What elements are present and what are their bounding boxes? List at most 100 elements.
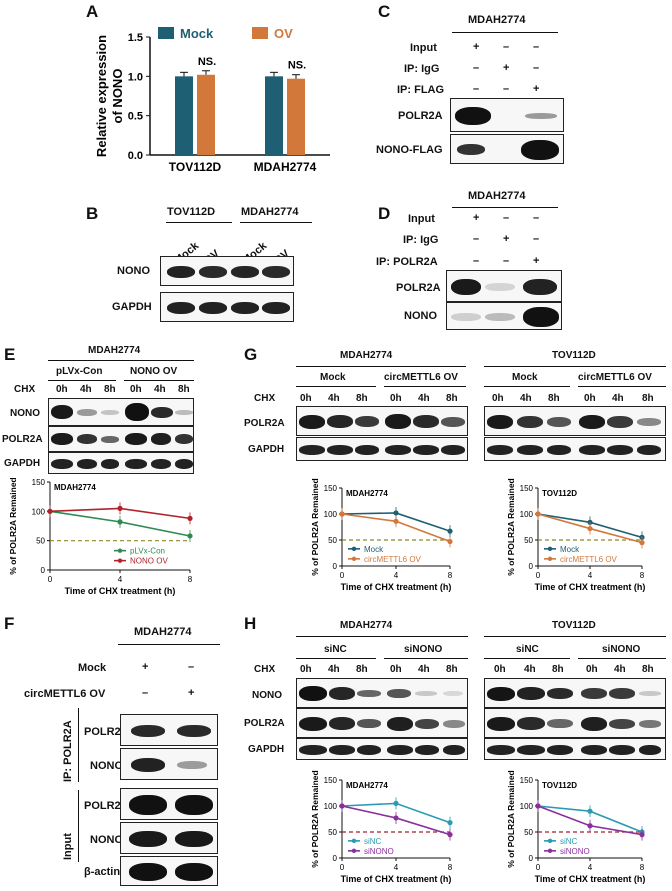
y-tick-label: 150: [32, 478, 46, 487]
c-row-polr2a: POLR2A: [398, 110, 443, 122]
d-row-polr2a: POLR2A: [396, 282, 441, 294]
x-tick-label: 8: [640, 863, 645, 872]
ns-annotation: NS.: [288, 60, 306, 72]
x-axis-label: Time of CHX treatment (h): [65, 586, 176, 596]
bar: [265, 76, 283, 155]
y-axis-label: % of POLR2A Remained: [310, 770, 320, 867]
data-point: [117, 505, 123, 511]
data-point: [393, 510, 399, 516]
panel-label-a: A: [86, 2, 99, 21]
f-input-label: Input: [62, 833, 74, 860]
panel-label-g: G: [244, 345, 258, 364]
blot-c-nonoflag: [450, 134, 564, 164]
blot-f-ip-polr2a: [120, 714, 218, 746]
y-tick-label: 100: [324, 802, 338, 811]
data-point: [393, 800, 399, 806]
d-ip-polr2a-label: IP: POLR2A: [376, 256, 438, 268]
line-chart-e: 0 50 100 150 0 4 8 MDAH2774 % of POLR2A Remained…: [8, 478, 193, 596]
y-tick-label: 50: [328, 828, 337, 837]
x-tick-label: 8: [448, 863, 453, 872]
panel-label-f: F: [4, 614, 15, 633]
blot-f-in-nono: [120, 822, 218, 854]
blot-h2-gapdh: [484, 738, 666, 760]
row-label-gapdh: GAPDH: [112, 301, 152, 313]
line-chart-h1: 0 50 100 150 0 4 8 MDAH2774 % of POLR2A Remained…: [310, 770, 453, 884]
legend-label: NONO OV: [130, 557, 168, 566]
data-point: [393, 518, 399, 524]
bar: [197, 74, 215, 155]
ns-annotation: NS.: [198, 56, 216, 68]
legend-marker: [351, 556, 357, 562]
bar: [175, 76, 193, 155]
row-label-nono: NONO: [117, 265, 150, 277]
legend-marker: [547, 556, 553, 562]
c-ip-flag-label: IP: FLAG: [397, 84, 445, 96]
legend-label: Mock: [560, 545, 580, 554]
c-input-label: Input: [410, 42, 437, 54]
legend-marker: [351, 838, 357, 844]
legend-swatch: [158, 27, 174, 39]
x-tick-label: 0: [340, 863, 345, 872]
x-tick-label: 8: [448, 571, 453, 580]
panel-label-b: B: [86, 204, 99, 223]
chart-title: TOV112D: [542, 781, 577, 790]
blot-h1-gapdh: [296, 738, 468, 760]
x-tick-label: 4: [588, 571, 593, 580]
y-axis-label: % of POLR2A Remained: [8, 478, 18, 575]
f-ip-polr2a-label: IP: POLR2A: [62, 720, 74, 782]
y-axis-label: Relative expression: [94, 35, 109, 157]
d-ip-igg-label: IP: IgG: [403, 234, 439, 246]
blot-e-gapdh: [48, 452, 194, 474]
f-header: MDAH2774: [134, 626, 192, 638]
blot-f-ip-nono: [120, 748, 218, 780]
legend-marker: [117, 558, 123, 563]
data-point: [393, 815, 399, 821]
bar: [287, 78, 305, 155]
blot-c-polr2a: [450, 98, 564, 132]
y-axis-label: % of POLR2A Remained: [506, 770, 516, 867]
x-tick-label: 0: [48, 575, 53, 584]
data-point: [587, 525, 593, 532]
legend-label: siNONO: [560, 847, 590, 856]
blot-h1-polr2a: [296, 708, 468, 738]
c-row-nono-flag: NONO-FLAG: [376, 144, 443, 156]
y-tick-label: 0: [41, 566, 46, 575]
blot-g2-polr2a: [484, 406, 666, 436]
x-axis-label: Time of CHX treatment (h): [535, 582, 646, 592]
blot-e-polr2a: [48, 426, 194, 452]
bar-chart-a: 0.0 0.5 1.0 1.5 Relative expression of NONO NS…: [94, 26, 330, 174]
blot-g1-gapdh: [296, 437, 468, 461]
y-tick-label: 150: [324, 484, 338, 493]
header-d-mdah2774: MDAH2774: [468, 190, 526, 202]
legend-marker: [351, 546, 357, 552]
data-point: [47, 508, 53, 514]
blot-d-polr2a: [446, 270, 562, 302]
panel-label-h: H: [244, 614, 257, 633]
chart-title: MDAH2774: [346, 489, 388, 498]
x-axis-label: Time of CHX treatment (h): [341, 874, 452, 884]
y-tick-label: 0: [529, 854, 534, 863]
line-chart-g2: 0 50 100 150 0 4 8 TOV112D % of POLR2A Remained T…: [506, 478, 646, 592]
x-tick-label: 0: [340, 571, 345, 580]
y-axis-label: % of POLR2A Remained: [506, 478, 516, 575]
d-input-label: Input: [408, 213, 435, 225]
legend-label: OV: [274, 26, 293, 41]
header-mdah2774: MDAH2774: [241, 206, 299, 218]
y-tick-label: 0.0: [128, 150, 143, 162]
c-ip-igg-label: IP: IgG: [404, 63, 440, 75]
legend-swatch: [252, 27, 268, 39]
blot-f-bactin: [120, 856, 218, 886]
data-point: [187, 533, 193, 539]
data-point: [535, 511, 541, 517]
legend-marker: [547, 546, 553, 552]
panel-label-c: C: [378, 2, 391, 21]
x-tick-label: 4: [588, 863, 593, 872]
y-tick-label: 100: [324, 510, 338, 519]
panel-label-e: E: [4, 345, 16, 364]
legend-marker: [547, 848, 553, 854]
chart-title: MDAH2774: [54, 483, 96, 492]
y-tick-label: 50: [524, 536, 533, 545]
blot-b-nono: [160, 256, 294, 286]
blot-g2-gapdh: [484, 437, 666, 461]
y-tick-label: 0: [333, 854, 338, 863]
